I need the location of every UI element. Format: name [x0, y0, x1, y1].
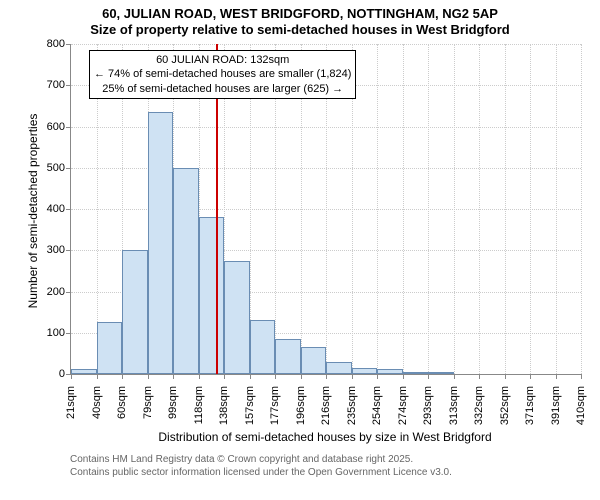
- x-tick-label: 332sqm: [473, 380, 485, 425]
- x-tick-label: 138sqm: [218, 380, 230, 425]
- x-tick-mark: [326, 374, 327, 379]
- annotation-box: 60 JULIAN ROAD: 132sqm ← 74% of semi-det…: [89, 50, 356, 99]
- x-axis-label: Distribution of semi-detached houses by …: [70, 430, 580, 444]
- x-tick-label: 352sqm: [499, 380, 511, 425]
- x-tick-mark: [224, 374, 225, 379]
- histogram-bar: [224, 261, 250, 374]
- x-tick-mark: [454, 374, 455, 379]
- x-tick-label: 79sqm: [142, 380, 154, 419]
- grid-line-v: [581, 44, 582, 374]
- histogram-bar: [326, 362, 352, 374]
- grid-line-v: [454, 44, 455, 374]
- histogram-bar: [250, 320, 276, 374]
- x-tick-mark: [505, 374, 506, 379]
- x-tick-label: 371sqm: [524, 380, 536, 425]
- footer-line-2: Contains public sector information licen…: [70, 467, 452, 480]
- x-tick-mark: [479, 374, 480, 379]
- x-tick-mark: [173, 374, 174, 379]
- x-tick-label: 235sqm: [346, 380, 358, 425]
- title-line-1: 60, JULIAN ROAD, WEST BRIDGFORD, NOTTING…: [0, 6, 600, 22]
- x-tick-label: 60sqm: [116, 380, 128, 419]
- y-tick-label: 300: [47, 244, 71, 256]
- x-tick-mark: [556, 374, 557, 379]
- grid-line-v: [530, 44, 531, 374]
- x-tick-mark: [250, 374, 251, 379]
- x-tick-label: 274sqm: [397, 380, 409, 425]
- y-tick-label: 200: [47, 286, 71, 298]
- y-tick-label: 0: [59, 368, 71, 380]
- x-tick-label: 118sqm: [193, 380, 205, 424]
- histogram-bar: [301, 347, 327, 374]
- histogram-bar: [428, 372, 454, 374]
- x-tick-mark: [148, 374, 149, 379]
- x-tick-mark: [199, 374, 200, 379]
- x-tick-mark: [377, 374, 378, 379]
- histogram-bar: [377, 369, 403, 374]
- histogram-bar: [148, 112, 174, 374]
- x-tick-mark: [581, 374, 582, 379]
- histogram-bar: [71, 369, 97, 374]
- histogram-bar: [173, 168, 199, 374]
- x-tick-mark: [122, 374, 123, 379]
- grid-line-v: [505, 44, 506, 374]
- x-tick-mark: [301, 374, 302, 379]
- x-tick-label: 40sqm: [91, 380, 103, 419]
- x-tick-label: 157sqm: [244, 380, 256, 425]
- x-tick-label: 177sqm: [269, 380, 281, 425]
- x-tick-mark: [71, 374, 72, 379]
- grid-line-v: [403, 44, 404, 374]
- footer-line-1: Contains HM Land Registry data © Crown c…: [70, 454, 452, 467]
- x-tick-mark: [352, 374, 353, 379]
- x-tick-label: 216sqm: [320, 380, 332, 425]
- grid-line-v: [479, 44, 480, 374]
- grid-line-v: [428, 44, 429, 374]
- histogram-bar: [122, 250, 148, 374]
- x-tick-label: 410sqm: [575, 380, 587, 425]
- x-tick-mark: [403, 374, 404, 379]
- annotation-line-3: 25% of semi-detached houses are larger (…: [94, 82, 351, 96]
- y-tick-label: 600: [47, 121, 71, 133]
- x-tick-label: 21sqm: [65, 380, 77, 419]
- x-tick-mark: [97, 374, 98, 379]
- grid-line-v: [377, 44, 378, 374]
- title-line-2: Size of property relative to semi-detach…: [0, 22, 600, 38]
- y-tick-label: 700: [47, 79, 71, 91]
- x-tick-label: 254sqm: [371, 380, 383, 425]
- x-tick-label: 293sqm: [422, 380, 434, 425]
- histogram-bar: [97, 322, 123, 374]
- x-tick-mark: [530, 374, 531, 379]
- x-tick-label: 313sqm: [448, 380, 460, 425]
- plot-area: 60 JULIAN ROAD: 132sqm ← 74% of semi-det…: [70, 44, 581, 375]
- histogram-bar: [199, 217, 225, 374]
- annotation-line-2: ← 74% of semi-detached houses are smalle…: [94, 67, 351, 81]
- x-tick-label: 99sqm: [167, 380, 179, 419]
- histogram-bar: [352, 368, 378, 374]
- x-tick-mark: [428, 374, 429, 379]
- y-tick-label: 100: [47, 327, 71, 339]
- histogram-bar: [275, 339, 301, 374]
- chart-container: 60, JULIAN ROAD, WEST BRIDGFORD, NOTTING…: [0, 0, 600, 500]
- histogram-bar: [403, 372, 429, 374]
- grid-line-v: [556, 44, 557, 374]
- y-tick-label: 400: [47, 203, 71, 215]
- x-tick-label: 391sqm: [550, 380, 562, 425]
- y-axis-label: Number of semi-detached properties: [26, 86, 40, 336]
- footer: Contains HM Land Registry data © Crown c…: [70, 454, 452, 479]
- annotation-line-1: 60 JULIAN ROAD: 132sqm: [94, 53, 351, 67]
- x-tick-label: 196sqm: [295, 380, 307, 425]
- y-tick-label: 800: [47, 38, 71, 50]
- x-tick-mark: [275, 374, 276, 379]
- chart-title: 60, JULIAN ROAD, WEST BRIDGFORD, NOTTING…: [0, 0, 600, 37]
- y-tick-label: 500: [47, 162, 71, 174]
